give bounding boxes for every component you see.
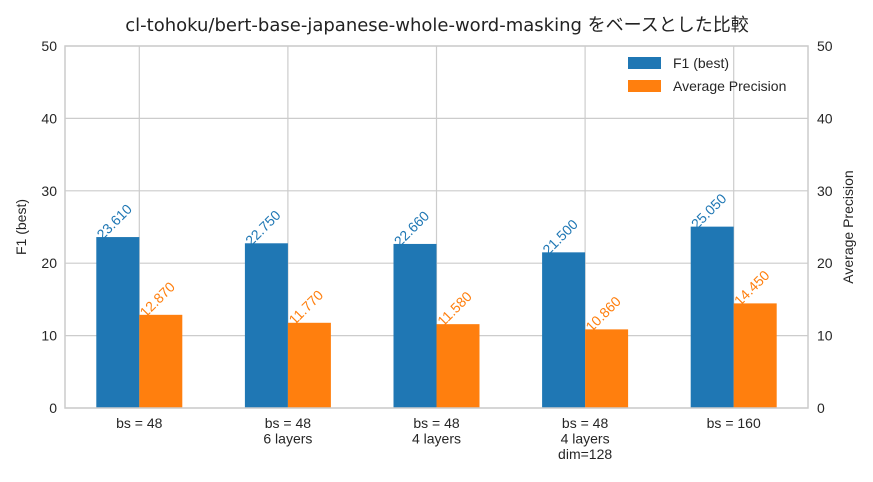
bar-average-precision: [733, 303, 777, 408]
data-label: 23.610: [93, 201, 135, 243]
bar-f1: [244, 243, 288, 408]
bar-f1: [96, 237, 140, 408]
x-tick-label: bs = 48: [265, 415, 312, 431]
legend: F1 (best) Average Precision: [628, 55, 786, 94]
x-tick-label: bs = 48: [562, 415, 609, 431]
left-tick-label: 30: [41, 183, 57, 199]
bar-average-precision: [585, 329, 629, 408]
legend-swatch: [628, 57, 661, 69]
x-tick-label: 4 layers: [412, 431, 461, 447]
x-tick-label: bs = 160: [707, 415, 761, 431]
data-label: 11.580: [434, 288, 475, 329]
left-tick-label: 0: [49, 400, 57, 416]
left-tick-label: 20: [41, 255, 57, 271]
right-axis: 0 10 20 30 40 50: [817, 38, 833, 416]
right-axis-label: Average Precision: [840, 170, 856, 283]
right-tick-label: 0: [817, 400, 825, 416]
x-tick-label: 4 layers: [561, 431, 610, 447]
right-tick-label: 50: [817, 38, 833, 54]
data-label: 11.770: [285, 287, 326, 328]
bar-average-precision: [287, 322, 331, 408]
bar-f1: [690, 226, 734, 408]
right-tick-label: 30: [817, 183, 833, 199]
bar-average-precision: [436, 324, 480, 408]
legend-swatch: [628, 80, 661, 92]
left-tick-label: 40: [41, 110, 57, 126]
plot-frame: [64, 45, 809, 409]
right-tick-label: 20: [817, 255, 833, 271]
right-tick-label: 40: [817, 110, 833, 126]
data-label: 10.860: [582, 293, 624, 335]
x-tick-label: bs = 48: [413, 415, 460, 431]
data-label: 22.750: [242, 207, 284, 249]
bar-f1: [542, 252, 586, 408]
data-label: 25.050: [688, 190, 730, 232]
legend-label: Average Precision: [673, 78, 786, 94]
left-tick-label: 10: [41, 328, 57, 344]
left-axis: 0 10 20 30 40 50: [41, 38, 57, 416]
right-tick-label: 10: [817, 328, 833, 344]
data-label: 14.450: [731, 267, 773, 309]
data-label: 21.500: [539, 216, 581, 258]
data-label: 12.870: [136, 278, 178, 320]
left-tick-label: 50: [41, 38, 57, 54]
bars: [96, 226, 777, 408]
x-tick-label: 6 layers: [263, 431, 312, 447]
data-label: 22.660: [391, 207, 433, 249]
bar-f1: [393, 243, 437, 408]
x-tick-label: bs = 48: [116, 415, 163, 431]
chart-title: cl-tohoku/bert-base-japanese-whole-word-…: [125, 15, 748, 36]
bar-average-precision: [139, 314, 183, 408]
left-axis-label: F1 (best): [13, 199, 29, 255]
x-tick-label: dim=128: [558, 446, 612, 462]
legend-label: F1 (best): [673, 55, 729, 71]
